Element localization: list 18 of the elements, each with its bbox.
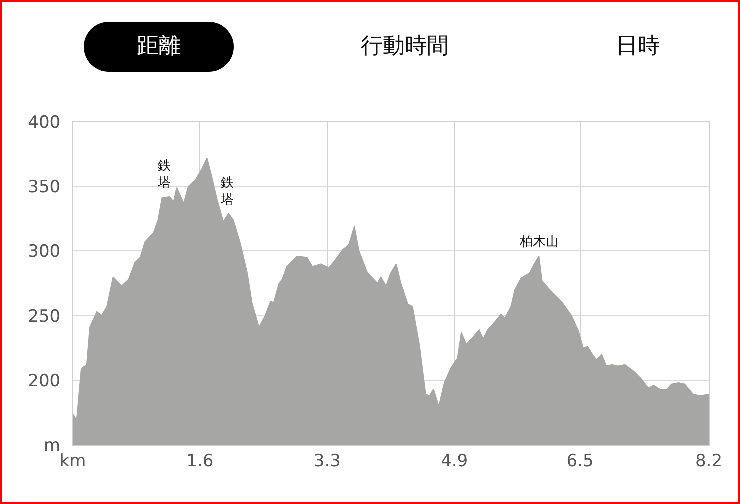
- text: 日時: [615, 33, 661, 61]
- text: 行動時間: [360, 33, 450, 61]
- x-tick-label: 1.6: [186, 451, 214, 472]
- x-tick-label: km: [60, 451, 86, 472]
- annotation: 鉄塔: [157, 159, 171, 191]
- y-tick-label: 400: [28, 112, 61, 133]
- y-tick-label: 250: [28, 306, 61, 327]
- y-tick-label: 350: [28, 178, 61, 198]
- x-tick-label: 4.9: [441, 451, 468, 472]
- x-tick-label: 3.3: [314, 451, 341, 472]
- x-tick-label: 8.2: [695, 451, 723, 472]
- annotation: 鉄塔: [220, 176, 234, 208]
- annotation: 柏木山: [519, 235, 559, 250]
- x-tick-label: 6.5: [566, 451, 594, 472]
- text: 距離: [84, 22, 234, 72]
- y-tick-label: 200: [28, 371, 61, 392]
- y-tick-label: m: [44, 436, 61, 456]
- y-tick-label: 300: [28, 242, 61, 262]
